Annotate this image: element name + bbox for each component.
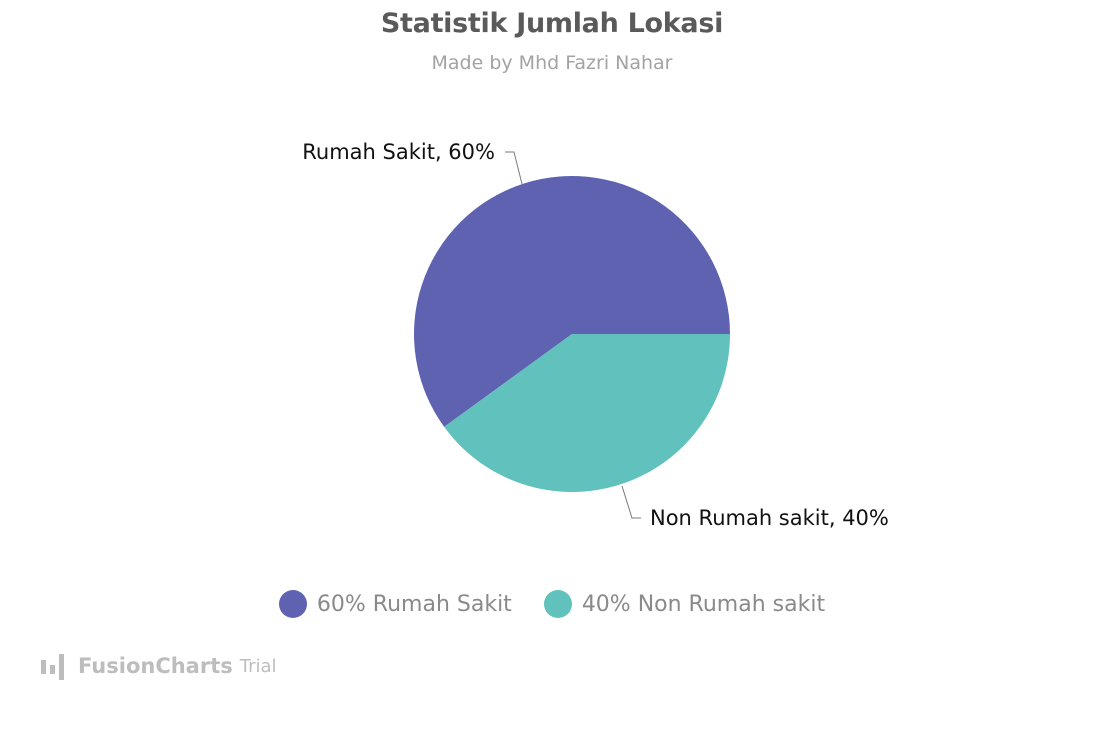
data-label-rumah-sakit: Rumah Sakit, 60% — [302, 140, 495, 164]
data-label-connector-rumah-sakit — [505, 151, 523, 185]
pie-slice-non-rumah-sakit[interactable] — [444, 334, 730, 492]
watermark-brand: FusionCharts — [78, 654, 233, 678]
legend-item-non-rumah-sakit[interactable]: 40% Non Rumah sakit — [543, 590, 826, 618]
watermark-suffix: Trial — [239, 655, 277, 677]
fusioncharts-watermark[interactable]: FusionCharts Trial — [40, 652, 277, 680]
legend-swatch-non-rumah-sakit — [543, 590, 572, 618]
legend-label-rumah-sakit: 60% Rumah Sakit — [316, 591, 512, 617]
data-label-non-rumah-sakit: Non Rumah sakit, 40% — [650, 506, 889, 530]
chart-title: Statistik Jumlah Lokasi — [380, 8, 724, 39]
data-label-connector-non-rumah-sakit — [621, 485, 641, 519]
chart-subtitle: Made by Mhd Fazri Nahar — [431, 52, 673, 74]
chart-legend: 60% Rumah Sakit 40% Non Rumah sakit — [0, 590, 1104, 618]
pie-slice-rumah-sakit[interactable] — [414, 175, 730, 427]
legend-label-non-rumah-sakit: 40% Non Rumah sakit — [581, 591, 826, 617]
legend-swatch-rumah-sakit — [278, 590, 307, 618]
legend-item-rumah-sakit[interactable]: 60% Rumah Sakit — [278, 590, 512, 618]
fusioncharts-logo-icon — [41, 654, 64, 680]
